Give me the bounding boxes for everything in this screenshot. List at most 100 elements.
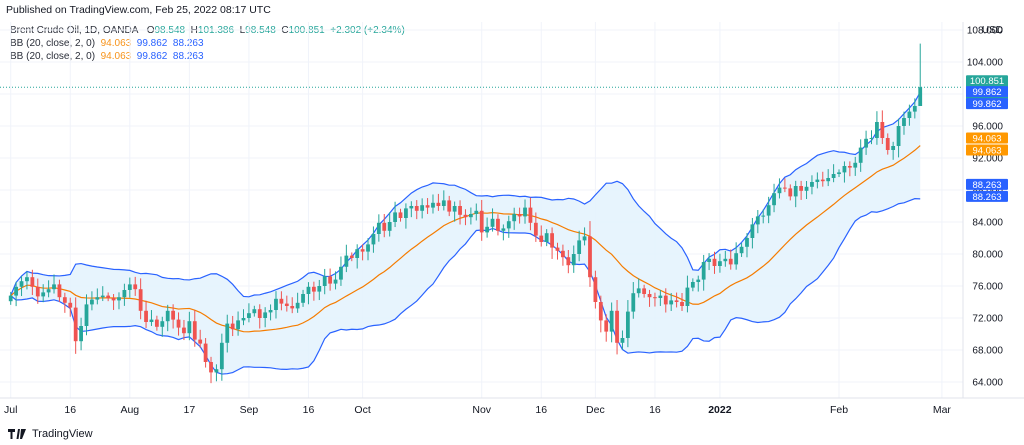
price-tick-label: 72.000 [972,314,1003,325]
candle-body [642,288,647,294]
basis-badge-2: 94.063 [966,144,1008,156]
candle-up [506,215,511,238]
bb-row-1[interactable]: BB (20, close, 2, 0) 94.063 99.862 88.26… [10,37,405,50]
candle-up [718,253,722,273]
candle-up [295,292,300,313]
candle-body [496,218,500,231]
candle-down [203,338,208,368]
candle-up [41,284,46,303]
candle-body [907,111,912,118]
upper-band-badge-2-text: 99.862 [972,99,1001,110]
candle-body [306,286,311,294]
candle-up [90,291,94,311]
candle-body [144,310,148,322]
price-tick-label: 68.000 [972,346,1003,357]
price-chart[interactable]: 64.00068.00072.00076.00080.00084.00088.0… [0,0,1024,420]
candle-body [875,122,879,138]
candle-down [533,212,538,242]
candle-body [615,310,619,343]
candle-up [52,274,56,294]
candle-down [436,193,441,211]
candle-body [506,221,511,229]
currency-label: USD [982,25,1003,36]
candle-body [398,212,403,218]
candle-up [918,43,923,106]
candle-down [663,288,668,313]
candle-body [750,224,755,238]
candle-body [355,249,360,258]
candle-up [306,282,311,305]
candle-body [214,369,219,373]
candle-down [885,133,890,155]
candle-up [468,207,473,225]
candle-up [490,208,495,232]
candle-body [73,307,78,342]
price-tick-label: 84.000 [972,218,1003,229]
candle-body [880,122,885,138]
candle-down [279,291,284,311]
candle-body [187,321,192,334]
candle-down [349,252,354,262]
candle-body [463,214,468,218]
candle-body [8,295,13,302]
candle-body [902,118,906,126]
lower-band-badge-1: 88.263 [966,178,1008,191]
candle-body [387,222,392,231]
bb2-basis-value: 94.063 [100,51,132,62]
candle-body [598,302,603,321]
candle-body [458,206,462,215]
candle-body [376,222,381,234]
candle-body [165,310,170,322]
candle-body [869,138,874,139]
time-tick-label: Aug [120,404,139,416]
time-tick-label: Nov [472,404,491,416]
candle-up [409,201,414,218]
time-tick-label: Sep [240,404,259,416]
candle-body [236,320,240,330]
candle-body [404,208,408,218]
candle-body [631,293,636,312]
candle-up [25,271,29,290]
candle-body [588,236,592,278]
candle-body [328,276,333,284]
candle-up [322,268,327,295]
candle-up [84,294,89,336]
candle-up [404,203,408,229]
candle-body [566,257,571,266]
candle-up [95,288,100,305]
candle-up [896,118,901,158]
candle-up [333,271,338,290]
candle-body [360,249,365,252]
candle-body [154,319,159,327]
candle-down [539,225,544,247]
candle-up [826,169,831,187]
bb-row-2[interactable]: BB (20, close, 2, 0) 94.063 99.862 88.26… [10,50,405,63]
bb1-basis-value: 94.063 [100,38,132,49]
price-tick-label: 80.000 [972,250,1003,261]
candle-body [468,214,473,218]
time-scale[interactable]: Jul 16 Aug 17 Sep 16 Oct Nov 16 Dec 16 2022 Feb Mar [4,404,951,416]
candle-down [788,184,793,201]
published-note: Published on TradingView.com, Feb 25, 20… [6,4,271,16]
candle-body [176,319,181,328]
last-price-badge-text: 100.851 [970,76,1004,87]
candle-body [30,277,35,287]
candle-body [690,282,695,288]
candle-body [479,210,484,233]
candle-body [171,310,176,320]
candle-body [339,266,343,280]
candle-down [171,304,176,329]
candle-down [30,269,35,296]
candle-body [490,218,495,227]
candle-body [431,202,435,208]
candle-body [68,302,73,308]
candle-down [566,250,571,274]
candle-body [523,207,527,217]
candle-body [41,292,46,297]
candle-body [436,202,441,206]
footer: TradingView [8,428,93,440]
candle-body [333,279,338,284]
basis-badge-2-text: 94.063 [972,145,1001,156]
basis-badge-1-text: 94.063 [972,133,1001,144]
candle-body [344,255,349,267]
